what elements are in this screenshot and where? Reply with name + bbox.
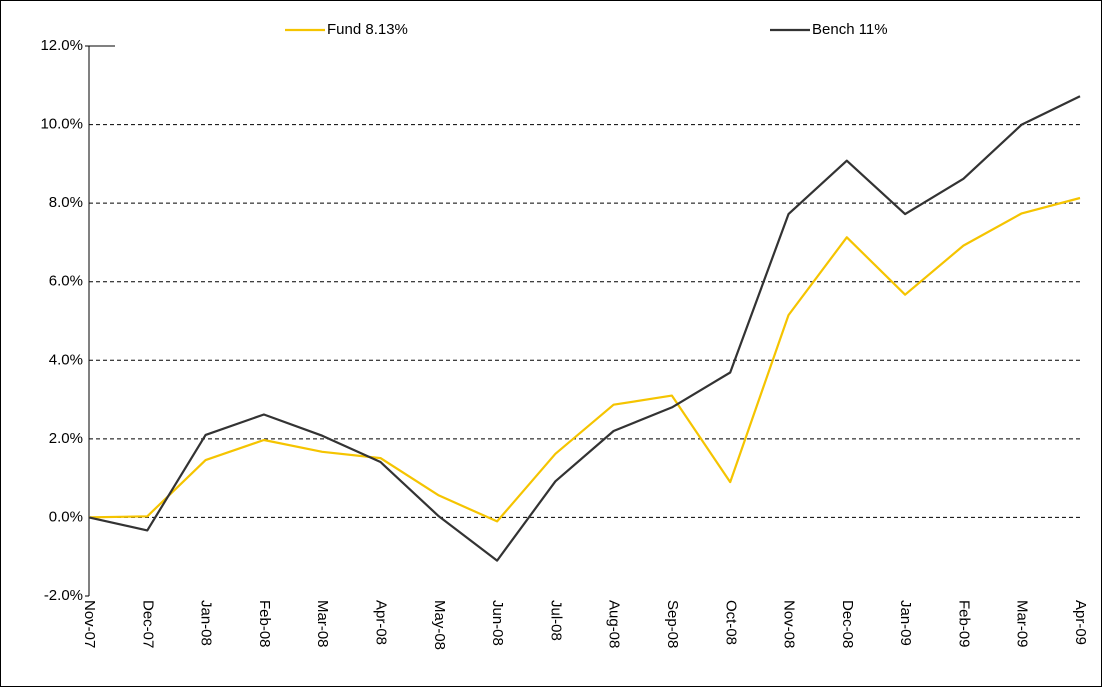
- x-tick-label: Dec-08: [839, 600, 856, 648]
- y-tick-label: 6.0%: [49, 273, 83, 290]
- x-tick-label: Jan-09: [897, 600, 914, 646]
- x-tick-label: Apr-09: [1072, 600, 1089, 645]
- x-tick-label: Nov-07: [81, 600, 98, 648]
- x-tick-label: Mar-09: [1014, 600, 1031, 648]
- y-tick-label: 8.0%: [49, 194, 83, 211]
- series-line: [88, 196, 1081, 523]
- x-tick-label: Mar-08: [314, 600, 331, 648]
- y-tick-label: 12.0%: [40, 37, 83, 54]
- y-tick-label: 0.0%: [49, 508, 83, 525]
- legend-label: Fund 8.13%: [327, 21, 408, 38]
- x-tick-label: Jun-08: [489, 600, 506, 646]
- series-line: [88, 95, 1081, 562]
- x-tick-label: Nov-08: [781, 600, 798, 648]
- x-tick-label: Feb-09: [955, 600, 972, 648]
- x-tick-label: May-08: [431, 600, 448, 650]
- y-tick-label: 4.0%: [49, 351, 83, 368]
- x-tick-label: Dec-07: [139, 600, 156, 648]
- x-tick-label: Oct-08: [722, 600, 739, 645]
- legend-label: Bench 11%: [812, 21, 888, 38]
- x-tick-label: Jul-08: [547, 600, 564, 641]
- y-tick-label: 2.0%: [49, 430, 83, 447]
- x-tick-label: Feb-08: [256, 600, 273, 648]
- x-tick-label: Apr-08: [373, 600, 390, 645]
- x-tick-label: Sep-08: [664, 600, 681, 648]
- y-tick-label: 10.0%: [40, 116, 83, 133]
- x-tick-label: Aug-08: [606, 600, 623, 648]
- y-tick-label: -2.0%: [44, 587, 83, 604]
- x-tick-label: Jan-08: [198, 600, 215, 646]
